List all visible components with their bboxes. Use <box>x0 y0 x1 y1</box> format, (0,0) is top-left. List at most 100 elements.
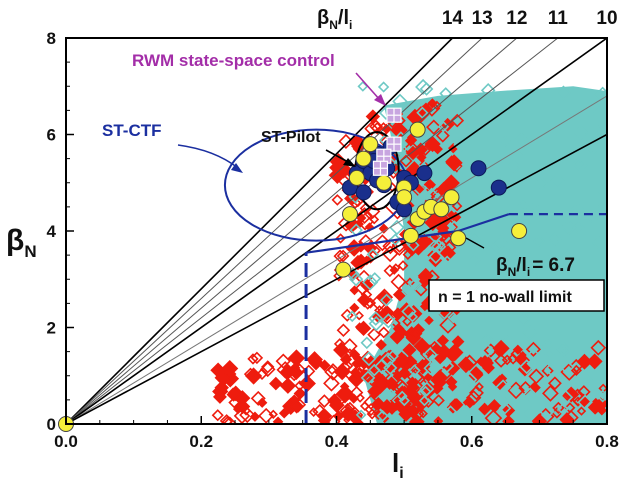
ratio-line-label: 11 <box>548 8 569 29</box>
cyan-database-point <box>458 121 472 134</box>
red-database-point <box>547 376 562 391</box>
red-database-point <box>221 416 233 424</box>
red-database-point <box>407 377 424 395</box>
red-database-point <box>426 119 442 135</box>
red-database-point <box>377 326 390 339</box>
cyan-database-point <box>360 336 374 350</box>
cyan-database-point <box>522 324 538 341</box>
red-database-point <box>373 234 391 252</box>
red-database-point <box>507 381 525 400</box>
red-database-point <box>447 382 458 392</box>
red-database-point <box>276 361 294 379</box>
red-database-point <box>366 408 378 420</box>
red-database-point <box>432 100 442 111</box>
red-database-point <box>349 302 360 314</box>
cyan-database-point <box>504 247 520 263</box>
cyan-database-point <box>453 137 468 153</box>
red-database-point <box>268 409 278 420</box>
cyan-database-point <box>443 405 459 421</box>
navy-discharge-point <box>490 179 507 196</box>
red-database-point <box>450 160 464 173</box>
red-database-point <box>338 385 354 401</box>
red-database-point <box>232 403 244 415</box>
navy-discharge-point <box>470 160 487 177</box>
cyan-database-point <box>386 349 399 363</box>
cyan-database-point <box>385 388 397 401</box>
red-database-point <box>423 372 434 382</box>
cyan-database-point <box>570 202 584 216</box>
cyan-database-point <box>349 223 363 237</box>
cyan-database-point <box>561 219 577 236</box>
cyan-database-point <box>522 309 534 321</box>
cyan-database-point <box>502 333 516 347</box>
red-database-point <box>348 373 364 388</box>
cyan-database-point <box>379 293 394 307</box>
red-database-point <box>392 371 403 382</box>
st-pilot-label: ST-Pilot <box>261 129 321 146</box>
yellow-discharge-point <box>443 189 460 206</box>
cyan-database-point <box>441 255 454 268</box>
red-database-point <box>390 273 407 290</box>
yellow-discharge-point <box>342 206 359 223</box>
cyan-database-point <box>366 248 380 261</box>
red-database-point <box>432 394 445 407</box>
ratio-line-12 <box>66 38 518 424</box>
ratio-line-8.5 <box>66 95 607 424</box>
legend-box-text: n = 1 no-wall limit <box>438 289 572 306</box>
red-database-point <box>278 407 290 419</box>
red-database-point <box>465 390 482 406</box>
cyan-database-point <box>490 239 505 254</box>
ratio-label-arrow <box>465 237 485 249</box>
legend-box <box>428 279 605 312</box>
cyan-database-point <box>408 364 421 377</box>
red-database-point <box>399 154 413 168</box>
red-database-point <box>259 361 276 378</box>
ratio-line-label: 13 <box>472 8 493 29</box>
cyan-database-point <box>486 231 503 248</box>
cyan-database-point <box>376 409 389 422</box>
red-database-point <box>424 315 434 326</box>
red-database-point <box>528 368 545 385</box>
red-database-point <box>241 405 251 416</box>
cyan-database-point <box>499 247 515 264</box>
red-database-point <box>493 344 506 357</box>
red-database-point <box>409 413 425 424</box>
red-database-point <box>590 339 607 356</box>
cyan-database-point <box>438 358 455 374</box>
red-database-point <box>445 343 464 362</box>
red-database-point <box>577 385 591 399</box>
ratio-line-label: 10 <box>596 8 617 29</box>
red-database-point <box>410 392 425 407</box>
st-ctf-label: ST-CTF <box>102 121 162 140</box>
yellow-discharge-point <box>375 174 392 191</box>
rwm-arrow <box>355 72 381 101</box>
cyan-database-point <box>556 403 569 415</box>
cyan-database-point <box>523 406 539 421</box>
red-database-point <box>211 409 224 422</box>
cyan-database-point <box>422 347 438 363</box>
red-database-point <box>367 383 383 400</box>
red-database-point <box>375 288 394 306</box>
yellow-discharge-point <box>409 121 426 138</box>
cyan-database-point <box>516 311 531 327</box>
red-database-point <box>478 402 492 416</box>
red-database-point <box>287 349 306 367</box>
cyan-database-point <box>525 348 542 364</box>
cyan-database-point <box>481 333 494 346</box>
red-database-point <box>403 140 420 158</box>
y-tick-label: 0 <box>47 415 56 434</box>
red-database-point <box>410 382 420 393</box>
red-database-point <box>510 348 523 360</box>
cyan-database-point <box>488 134 505 151</box>
cyan-database-point <box>469 253 482 266</box>
cyan-database-point <box>517 146 529 158</box>
cyan-database-point <box>544 362 558 376</box>
ratio-line-11 <box>66 38 559 424</box>
red-database-point <box>333 363 351 381</box>
red-database-point <box>450 113 465 128</box>
cyan-database-point <box>361 351 377 367</box>
red-database-point <box>451 335 465 348</box>
red-database-point <box>402 249 414 260</box>
cyan-database-point <box>374 358 391 375</box>
red-database-point <box>398 406 414 422</box>
